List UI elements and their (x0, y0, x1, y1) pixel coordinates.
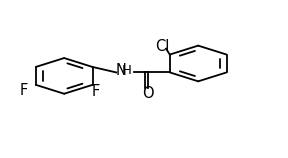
Text: O: O (143, 86, 154, 101)
Text: Cl: Cl (156, 39, 170, 54)
Text: H: H (122, 64, 132, 77)
Text: F: F (91, 84, 100, 99)
Text: F: F (20, 83, 28, 98)
Text: N: N (115, 63, 126, 78)
